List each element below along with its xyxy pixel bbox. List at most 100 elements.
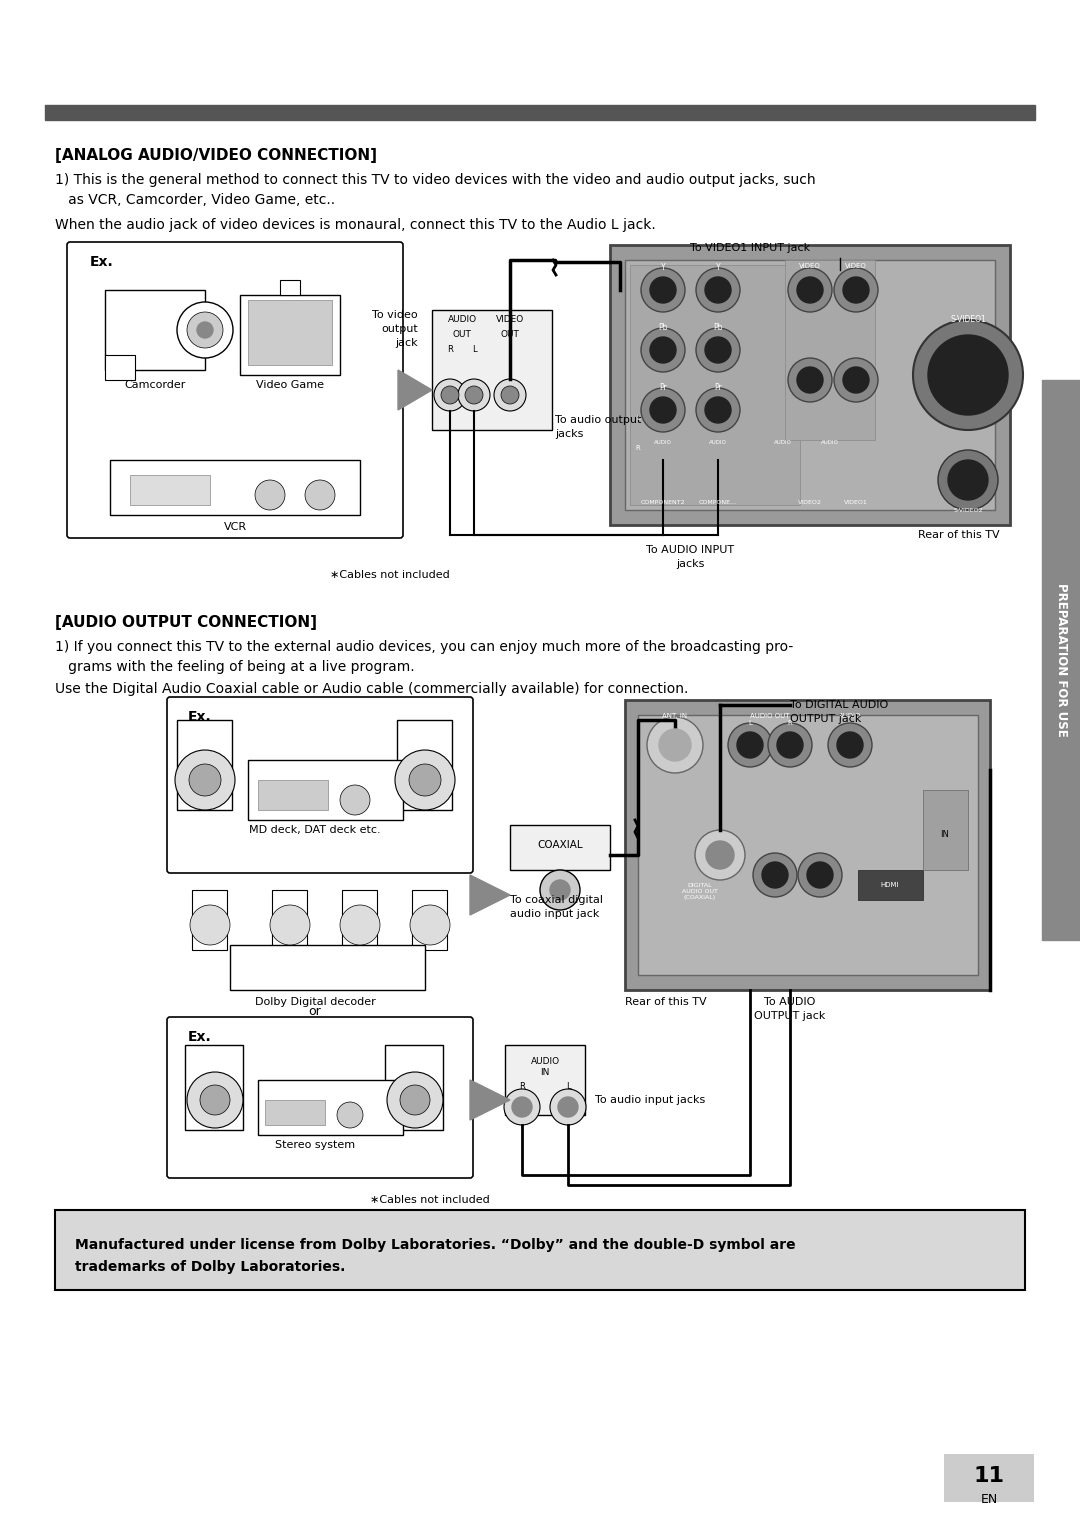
Polygon shape <box>470 874 510 916</box>
Bar <box>630 266 800 505</box>
Circle shape <box>753 853 797 897</box>
Circle shape <box>696 328 740 372</box>
Circle shape <box>340 784 370 815</box>
Text: S-VIDEO2: S-VIDEO2 <box>954 508 983 513</box>
Circle shape <box>395 749 455 810</box>
Text: DIGITAL
AUDIO OUT
(COAXIAL): DIGITAL AUDIO OUT (COAXIAL) <box>683 884 718 900</box>
Text: COAXIAL: COAXIAL <box>537 839 583 850</box>
Text: Pb: Pb <box>713 324 723 333</box>
Text: MD deck, DAT deck etc.: MD deck, DAT deck etc. <box>249 826 381 835</box>
Circle shape <box>458 378 490 410</box>
Text: EN: EN <box>981 1492 998 1506</box>
Text: To audio output
jacks: To audio output jacks <box>555 415 642 439</box>
Circle shape <box>494 378 526 410</box>
Circle shape <box>550 881 570 900</box>
Text: Pr: Pr <box>659 383 666 392</box>
Text: PREPARATION FOR USE: PREPARATION FOR USE <box>1054 583 1067 737</box>
Circle shape <box>696 269 740 311</box>
Circle shape <box>400 1085 430 1116</box>
Text: Ex.: Ex. <box>188 710 212 723</box>
Text: Dolby Digital decoder: Dolby Digital decoder <box>255 996 376 1007</box>
Text: AUDIO: AUDIO <box>710 439 727 446</box>
Bar <box>240 295 340 375</box>
Bar <box>944 1454 1034 1502</box>
Text: To AUDIO
OUTPUT jack: To AUDIO OUTPUT jack <box>754 996 826 1021</box>
Bar <box>45 105 1035 121</box>
Text: L: L <box>566 1082 570 1091</box>
Text: VIDEO: VIDEO <box>799 262 821 269</box>
Bar <box>248 301 332 365</box>
Circle shape <box>837 732 863 758</box>
Circle shape <box>705 278 731 304</box>
Text: To DIGITAL AUDIO
OUTPUT jack: To DIGITAL AUDIO OUTPUT jack <box>789 700 888 723</box>
Bar <box>432 310 552 430</box>
Circle shape <box>647 717 703 774</box>
Bar <box>411 890 447 951</box>
Text: ∗Cables not included: ∗Cables not included <box>330 571 450 580</box>
FancyBboxPatch shape <box>167 1016 473 1178</box>
Bar <box>265 1100 325 1125</box>
Text: Ex.: Ex. <box>188 1030 212 1044</box>
Bar <box>258 780 328 810</box>
Circle shape <box>650 337 676 363</box>
Text: [ANALOG AUDIO/VIDEO CONNECTION]: [ANALOG AUDIO/VIDEO CONNECTION] <box>55 148 377 163</box>
Bar <box>280 279 300 295</box>
Circle shape <box>705 397 731 423</box>
Circle shape <box>706 841 734 868</box>
Circle shape <box>512 1097 532 1117</box>
Circle shape <box>939 450 998 510</box>
Text: Y: Y <box>661 262 665 272</box>
Circle shape <box>762 862 788 888</box>
Text: Stereo system: Stereo system <box>275 1140 355 1151</box>
Circle shape <box>305 481 335 510</box>
Text: To video
output
jack: To video output jack <box>373 310 418 348</box>
Text: COMPONENT2: COMPONENT2 <box>640 501 686 505</box>
Text: Rear of this TV: Rear of this TV <box>918 530 1000 540</box>
Text: To AUDIO INPUT
jacks: To AUDIO INPUT jacks <box>646 545 734 569</box>
Circle shape <box>441 386 459 404</box>
Circle shape <box>187 311 222 348</box>
Bar <box>510 826 610 870</box>
Text: as VCR, Camcorder, Video Game, etc..: as VCR, Camcorder, Video Game, etc.. <box>55 192 335 208</box>
Bar <box>230 945 426 990</box>
Text: AUDIO: AUDIO <box>774 439 792 446</box>
Text: L: L <box>636 415 640 421</box>
Text: VIDEO: VIDEO <box>846 262 867 269</box>
Polygon shape <box>470 1080 510 1120</box>
Text: HDMI: HDMI <box>881 882 900 888</box>
Text: OUT: OUT <box>453 330 472 339</box>
Circle shape <box>540 870 580 909</box>
Bar <box>397 720 453 810</box>
Circle shape <box>650 278 676 304</box>
Circle shape <box>797 278 823 304</box>
Circle shape <box>834 269 878 311</box>
Circle shape <box>190 905 230 945</box>
Circle shape <box>788 269 832 311</box>
Text: L: L <box>748 720 752 726</box>
Bar <box>177 720 232 810</box>
FancyBboxPatch shape <box>167 697 473 873</box>
Bar <box>1042 380 1080 940</box>
Circle shape <box>948 459 988 501</box>
Text: Ex.: Ex. <box>90 255 113 269</box>
Circle shape <box>807 862 833 888</box>
Bar <box>505 1045 585 1116</box>
Bar <box>625 700 990 990</box>
Circle shape <box>768 723 812 768</box>
Text: 11: 11 <box>973 1466 1004 1486</box>
Text: Rear of this TV: Rear of this TV <box>625 996 706 1007</box>
Bar <box>130 475 210 505</box>
Text: VIDEO1: VIDEO1 <box>845 501 868 505</box>
Bar <box>105 356 135 380</box>
Circle shape <box>642 388 685 432</box>
Text: grams with the feeling of being at a live program.: grams with the feeling of being at a liv… <box>55 661 415 674</box>
Text: L: L <box>472 345 476 354</box>
Bar <box>272 890 307 951</box>
Circle shape <box>696 388 740 432</box>
Circle shape <box>913 320 1023 430</box>
Text: S-VIDEO1: S-VIDEO1 <box>950 314 986 324</box>
Text: or: or <box>309 1006 322 1018</box>
Text: AUDIO: AUDIO <box>821 439 839 446</box>
Text: OUT: OUT <box>500 330 519 339</box>
Text: When the audio jack of video devices is monaural, connect this TV to the Audio L: When the audio jack of video devices is … <box>55 218 656 232</box>
